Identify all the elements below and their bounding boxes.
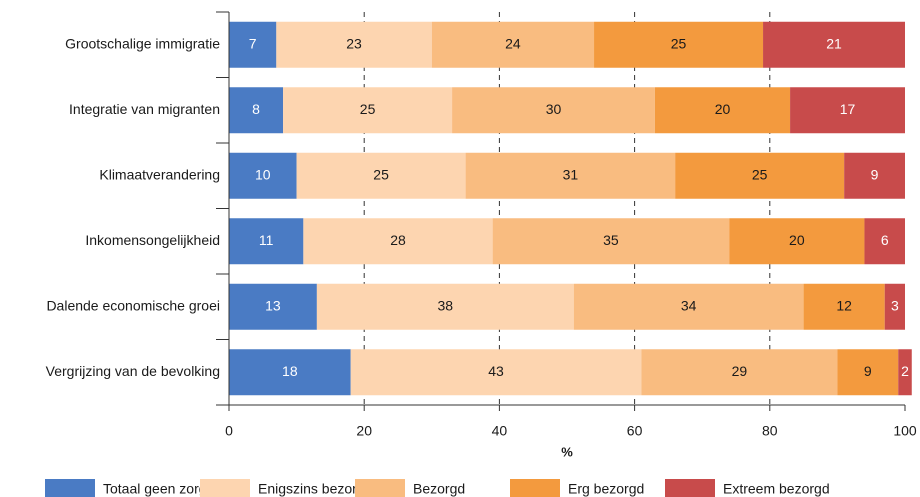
x-tick-label: 0 xyxy=(225,423,233,439)
legend-label: Extreem bezorgd xyxy=(723,481,830,497)
data-label: 29 xyxy=(732,363,748,379)
data-label: 12 xyxy=(836,297,852,313)
x-tick-label: 20 xyxy=(356,423,372,439)
bar-segment xyxy=(431,21,595,68)
data-label: 9 xyxy=(871,166,879,182)
bar-segment xyxy=(837,349,899,396)
legend-swatch xyxy=(200,479,250,497)
data-label: 7 xyxy=(249,35,257,51)
bar-segment xyxy=(229,218,304,265)
data-label: 25 xyxy=(752,166,768,182)
category-label: Dalende economische groei xyxy=(46,297,220,313)
data-label: 21 xyxy=(826,35,842,51)
bar-segment xyxy=(884,283,905,330)
bar-segment xyxy=(594,21,764,68)
legend-swatch xyxy=(45,479,95,497)
bar-segment xyxy=(229,87,284,134)
bar-segment xyxy=(492,218,730,265)
bar-segment xyxy=(790,87,905,134)
data-label: 20 xyxy=(789,232,805,248)
data-label: 2 xyxy=(901,363,909,379)
legend-label: Erg bezorgd xyxy=(568,481,644,497)
category-label: Vergrijzing van de bevolking xyxy=(46,363,220,379)
x-tick-label: 100 xyxy=(893,423,917,439)
data-label: 9 xyxy=(864,363,872,379)
bar-segment xyxy=(303,218,493,265)
data-label: 8 xyxy=(252,101,260,117)
category-label: Grootschalige immigratie xyxy=(65,35,220,51)
data-label: 18 xyxy=(282,363,298,379)
legend-label: Enigszins bezorgd xyxy=(258,481,372,497)
data-label: 34 xyxy=(681,297,697,313)
legend-swatch xyxy=(665,479,715,497)
data-label: 13 xyxy=(265,297,281,313)
x-tick-label: 60 xyxy=(627,423,643,439)
bar-segment xyxy=(803,283,885,330)
bar-segment xyxy=(573,283,804,330)
data-label: 17 xyxy=(840,101,856,117)
bar-segment xyxy=(316,283,574,330)
bar-segment xyxy=(844,152,905,199)
bar-segment xyxy=(296,152,466,199)
bar-segment xyxy=(452,87,655,134)
data-label: 23 xyxy=(346,35,362,51)
bar-segment xyxy=(229,152,297,199)
bar-segment xyxy=(675,152,845,199)
data-label: 30 xyxy=(546,101,562,117)
legend-label: Bezorgd xyxy=(413,481,465,497)
x-axis-label: % xyxy=(561,444,573,459)
bar-segment xyxy=(276,21,432,68)
data-label: 25 xyxy=(671,35,687,51)
bar-segment xyxy=(229,21,277,68)
bar-segment xyxy=(283,87,453,134)
bar-segment xyxy=(350,349,642,396)
category-label: Klimaatverandering xyxy=(99,166,220,182)
data-label: 3 xyxy=(891,297,899,313)
data-label: 25 xyxy=(360,101,376,117)
data-label: 11 xyxy=(259,232,274,248)
data-label: 24 xyxy=(505,35,521,51)
bar-segment xyxy=(229,283,317,330)
bar-segment xyxy=(898,349,912,396)
legend-swatch xyxy=(355,479,405,497)
bar-segment xyxy=(654,87,791,134)
data-label: 31 xyxy=(563,166,579,182)
legend-label: Totaal geen zorgen xyxy=(103,481,222,497)
bar-segment xyxy=(229,349,351,396)
data-label: 25 xyxy=(373,166,389,182)
data-label: 43 xyxy=(488,363,504,379)
category-label: Inkomensongelijkheid xyxy=(85,232,220,248)
data-label: 20 xyxy=(715,101,731,117)
category-label: Integratie van migranten xyxy=(69,101,220,117)
legend-swatch xyxy=(510,479,560,497)
bar-segment xyxy=(864,218,905,265)
x-tick-label: 80 xyxy=(762,423,778,439)
bar-segment xyxy=(465,152,676,199)
data-label: 35 xyxy=(603,232,619,248)
bar-segment xyxy=(763,21,905,68)
bar-segment xyxy=(729,218,865,265)
data-label: 10 xyxy=(255,166,271,182)
x-tick-label: 40 xyxy=(492,423,508,439)
data-label: 38 xyxy=(438,297,454,313)
bar-segment xyxy=(641,349,838,396)
data-label: 28 xyxy=(390,232,406,248)
data-label: 6 xyxy=(881,232,889,248)
